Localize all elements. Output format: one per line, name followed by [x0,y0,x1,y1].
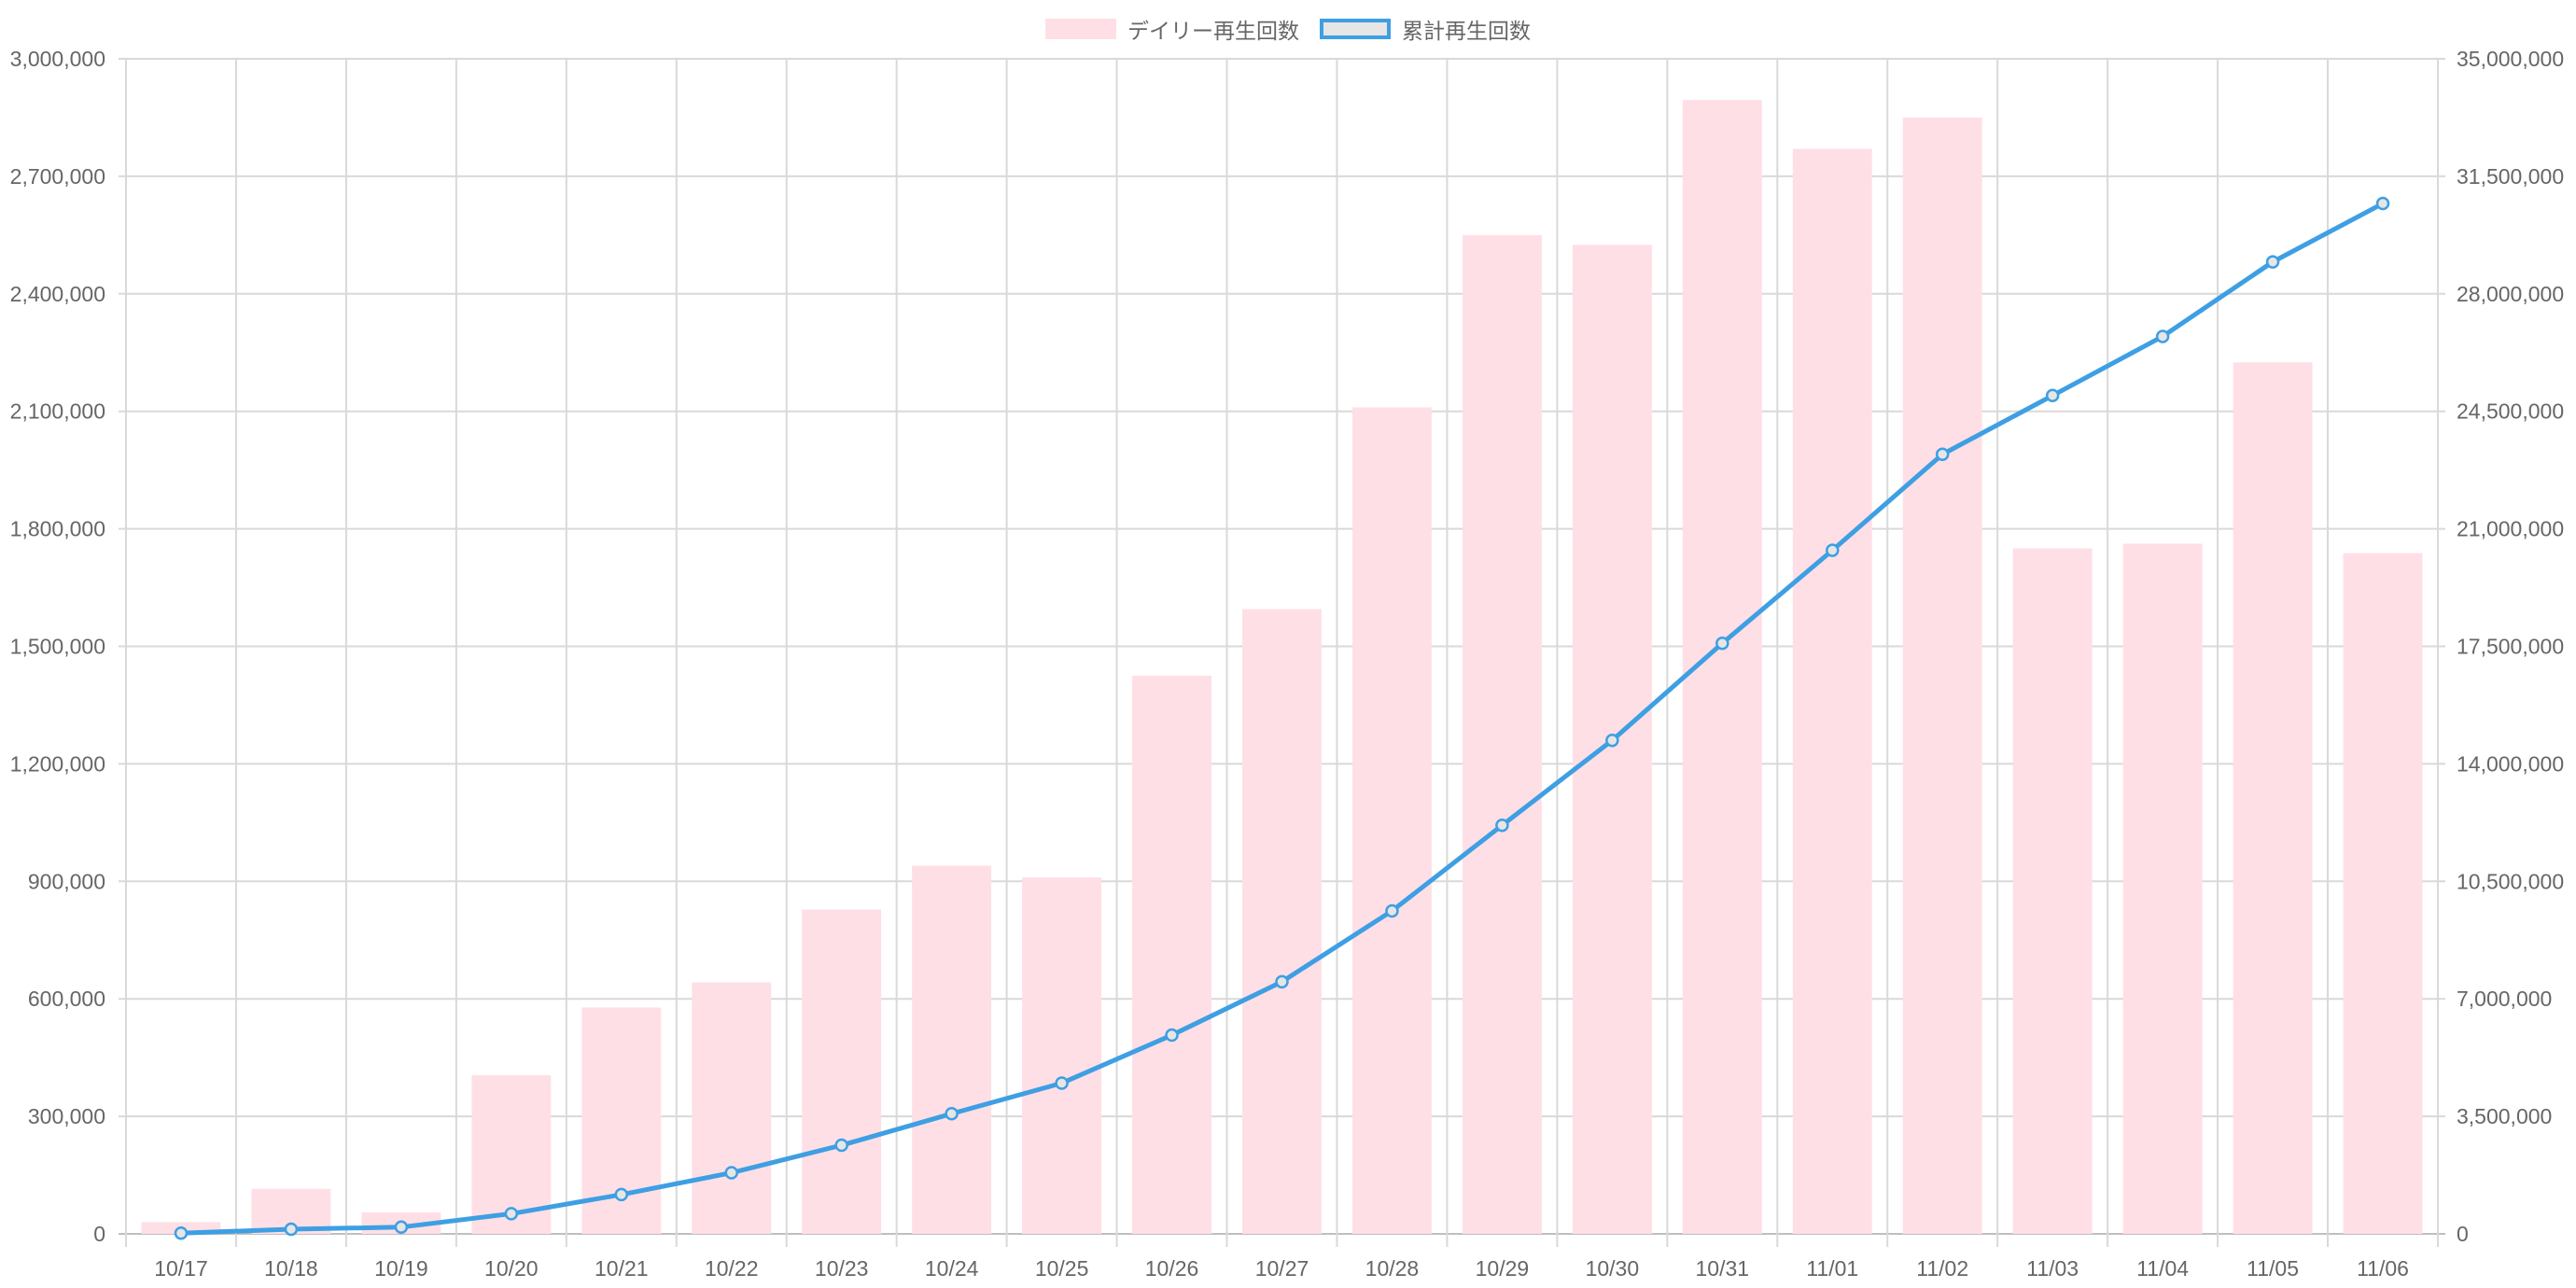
point-cumulative[interactable] [504,1207,519,1221]
y-left-tick-label: 2,400,000 [10,282,105,306]
legend: デイリー再生回数 累計再生回数 [0,13,2576,45]
x-tick-label: 10/31 [1696,1256,1750,1281]
y-right-tick-label: 28,000,000 [2457,282,2564,306]
x-tick-label: 10/22 [705,1256,759,1281]
legend-label-cumulative: 累計再生回数 [1402,19,1531,43]
x-tick-label: 11/03 [2026,1256,2079,1281]
x-tick-label: 10/26 [1145,1256,1199,1281]
bar-daily[interactable] [802,909,882,1234]
x-tick-label: 10/20 [484,1256,539,1281]
bar-daily[interactable] [912,865,992,1234]
y-left-tick-label: 900,000 [28,869,105,893]
point-cumulative[interactable] [1715,637,1729,651]
point-cumulative[interactable] [1385,903,1399,918]
y-left-tick-label: 300,000 [28,1104,105,1128]
x-tick-label: 10/27 [1255,1256,1309,1281]
y-left-tick-label: 1,200,000 [10,751,105,776]
point-cumulative[interactable] [945,1106,959,1121]
point-cumulative[interactable] [284,1222,299,1237]
bar-daily[interactable] [1132,675,1212,1234]
y-right-tick-label: 14,000,000 [2457,751,2564,776]
y-right-tick-label: 3,500,000 [2457,1104,2552,1128]
bar-daily[interactable] [2122,543,2203,1234]
legend-item-cumulative[interactable]: 累計再生回数 [1320,13,1531,45]
bar-daily[interactable] [1902,117,1982,1235]
x-tick-label: 10/18 [264,1256,318,1281]
point-cumulative[interactable] [2155,329,2170,343]
point-cumulative[interactable] [1605,733,1619,748]
y-left-tick-label: 1,800,000 [10,517,105,541]
y-right-tick-label: 0 [2457,1222,2469,1246]
bar-daily[interactable] [692,982,772,1234]
y-left-tick-label: 1,500,000 [10,635,105,659]
y-left-tick-label: 2,700,000 [10,164,105,189]
point-cumulative[interactable] [1055,1076,1069,1090]
point-cumulative[interactable] [2375,196,2390,211]
x-tick-label: 11/05 [2247,1256,2299,1281]
y-right-tick-label: 35,000,000 [2457,47,2564,71]
x-tick-label: 10/25 [1035,1256,1089,1281]
point-cumulative[interactable] [1935,447,1950,461]
y-right-tick-label: 7,000,000 [2457,987,2552,1011]
bar-daily[interactable] [2343,553,2423,1234]
x-tick-label: 10/30 [1586,1256,1640,1281]
point-cumulative[interactable] [724,1166,738,1180]
x-tick-label: 11/06 [2357,1256,2409,1281]
point-cumulative[interactable] [394,1220,409,1235]
point-cumulative[interactable] [1826,543,1840,557]
point-cumulative[interactable] [174,1226,189,1240]
x-tick-label: 10/17 [154,1256,208,1281]
y-left-tick-label: 3,000,000 [10,47,105,71]
y-right-tick-label: 31,500,000 [2457,164,2564,189]
point-cumulative[interactable] [834,1138,848,1153]
x-tick-label: 10/28 [1365,1256,1420,1281]
y-right-tick-label: 24,500,000 [2457,399,2564,424]
legend-swatch-cumulative [1320,19,1391,39]
legend-item-daily[interactable]: デイリー再生回数 [1045,13,1299,45]
x-tick-label: 10/29 [1476,1256,1530,1281]
point-cumulative[interactable] [1165,1028,1179,1043]
x-tick-label: 10/21 [595,1256,649,1281]
bar-daily[interactable] [2012,548,2093,1234]
bar-daily[interactable] [1022,877,1102,1234]
bar-daily[interactable] [2233,362,2313,1234]
y-left-tick-label: 2,100,000 [10,399,105,424]
point-cumulative[interactable] [1495,818,1509,833]
x-tick-label: 10/23 [815,1256,869,1281]
x-tick-label: 11/02 [1916,1256,1968,1281]
bar-daily[interactable] [1792,148,1872,1235]
bar-daily[interactable] [1351,407,1432,1235]
y-right-tick-label: 21,000,000 [2457,517,2564,541]
y-left-tick-label: 0 [93,1222,105,1246]
point-cumulative[interactable] [1275,974,1289,989]
x-tick-label: 10/19 [374,1256,428,1281]
point-cumulative[interactable] [614,1187,629,1202]
x-tick-label: 10/24 [925,1256,979,1281]
bar-daily[interactable] [1462,234,1542,1235]
x-tick-label: 11/01 [1806,1256,1858,1281]
y-right-tick-label: 10,500,000 [2457,869,2564,893]
point-cumulative[interactable] [2265,255,2280,269]
point-cumulative[interactable] [2045,388,2060,403]
y-left-tick-label: 600,000 [28,987,105,1011]
legend-swatch-daily [1045,19,1116,39]
legend-label-daily: デイリー再生回数 [1127,19,1299,43]
y-right-tick-label: 17,500,000 [2457,635,2564,659]
bar-daily[interactable] [1242,609,1322,1234]
x-tick-label: 11/04 [2136,1256,2189,1281]
